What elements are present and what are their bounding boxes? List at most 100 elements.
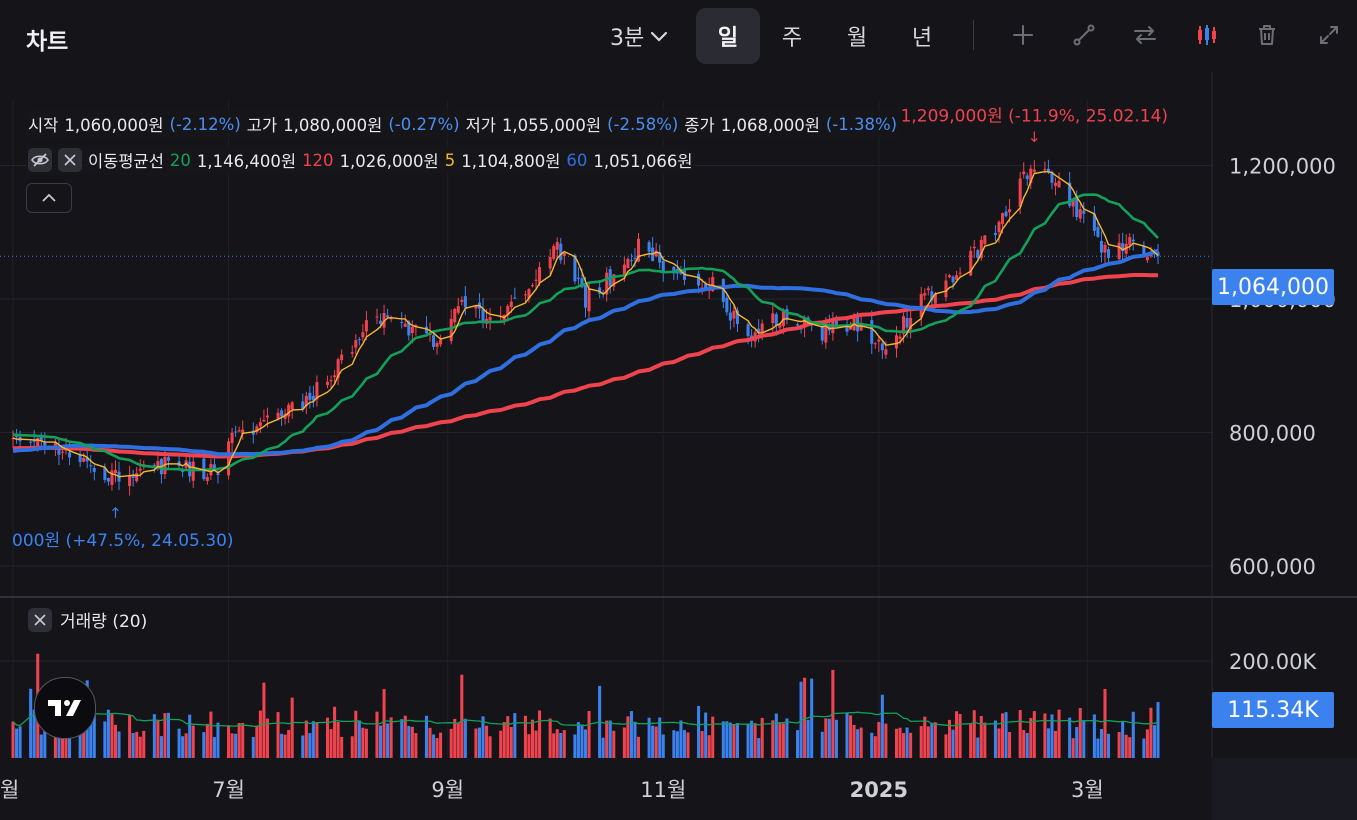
volume-bar <box>389 717 393 758</box>
volume-bar <box>820 731 824 758</box>
volume-bar <box>523 715 527 758</box>
interval-dropdown[interactable]: 3분 <box>610 20 670 52</box>
ma5-period: 5 <box>444 150 456 170</box>
volume-bar <box>1029 718 1033 758</box>
remove-indicator-button[interactable] <box>58 148 82 172</box>
candle-body <box>1008 209 1012 213</box>
volume-bar <box>382 689 386 758</box>
volume-bar <box>308 733 312 758</box>
volume-bar <box>534 730 538 758</box>
volume-bar <box>675 731 679 758</box>
candle-body <box>1145 257 1149 261</box>
volume-bar <box>933 722 937 758</box>
volume-bar <box>1046 728 1050 758</box>
candle-body <box>361 332 365 338</box>
candle-body <box>785 309 789 320</box>
volume-bar <box>781 723 785 758</box>
volume-bar <box>530 719 535 758</box>
delete-drawings-button[interactable] <box>1250 18 1284 52</box>
candle-body <box>1142 245 1146 257</box>
candle-body <box>1043 169 1047 171</box>
collapse-legend-button[interactable] <box>26 183 72 213</box>
candle-body <box>778 323 782 328</box>
candle-body <box>735 310 739 325</box>
volume-bar <box>538 710 542 758</box>
volume-bar <box>135 731 139 758</box>
candle-body <box>188 461 192 477</box>
period-tab-day[interactable]: 일 <box>696 8 760 64</box>
candle-body <box>135 473 139 482</box>
volume-bar <box>432 734 436 758</box>
candle-body <box>315 382 319 400</box>
candle-body <box>53 442 57 448</box>
candle-body <box>106 477 110 482</box>
volume-bar <box>191 725 195 758</box>
volume-bar <box>181 736 185 758</box>
compare-button[interactable] <box>1128 18 1162 52</box>
ma5-line <box>12 170 1159 478</box>
volume-bar <box>654 726 658 758</box>
volume-bar <box>1117 731 1121 758</box>
x-tick-label: 3월 <box>1071 778 1104 802</box>
volume-bar <box>227 725 231 758</box>
chart-style-button[interactable] <box>1190 18 1224 52</box>
candle-body <box>633 257 637 259</box>
candle-body <box>1092 213 1096 231</box>
tradingview-logo-icon <box>48 700 81 716</box>
volume-bar <box>241 722 245 758</box>
low-change: (-2.58%) <box>607 114 679 134</box>
candle-body <box>933 293 937 304</box>
volume-bar <box>184 733 188 758</box>
volume-bar <box>89 709 93 758</box>
toggle-visibility-button[interactable] <box>28 148 52 172</box>
ma120-value: 1,026,000원 <box>339 152 439 171</box>
candle-body <box>463 296 467 308</box>
candle-body <box>834 318 838 325</box>
volume-bar <box>138 736 142 758</box>
volume-bar <box>386 723 390 758</box>
candle-body <box>354 340 358 348</box>
candle-icon <box>1198 25 1216 45</box>
fullscreen-button[interactable] <box>1312 18 1346 52</box>
volume-bar <box>407 726 411 758</box>
period-tab-month[interactable]: 월 <box>846 26 868 51</box>
volume-bar <box>1075 727 1079 758</box>
volume-bar <box>622 727 626 758</box>
candle-body <box>601 292 605 294</box>
candle-body <box>82 458 86 462</box>
volume-bar <box>435 738 439 758</box>
volume-bar <box>894 728 899 758</box>
candle-body <box>509 301 513 307</box>
candle-body <box>944 280 948 298</box>
volume-bar <box>283 734 287 758</box>
volume-bar <box>845 712 849 758</box>
add-indicator-button[interactable] <box>1006 18 1040 52</box>
volume-bar <box>1000 713 1005 758</box>
draw-trendline-button[interactable] <box>1067 18 1101 52</box>
volume-bar <box>580 724 584 758</box>
candle-body <box>255 426 259 433</box>
volume-bar <box>583 729 588 758</box>
volume-bar <box>983 722 987 758</box>
volume-bar <box>216 722 220 758</box>
candle-body <box>894 335 899 349</box>
volume-bar <box>488 736 492 758</box>
volume-bar <box>499 730 503 758</box>
volume-bar <box>661 734 665 758</box>
volume-bar <box>265 718 269 758</box>
volume-bar <box>1099 729 1103 758</box>
volume-bar <box>315 722 319 758</box>
remove-volume-button[interactable] <box>28 607 52 632</box>
volume-bar <box>873 736 877 758</box>
candle-body <box>85 457 89 462</box>
candle-body <box>1018 178 1022 207</box>
candle-body <box>15 436 19 438</box>
volume-bar <box>82 711 86 758</box>
volume-bar <box>947 719 952 758</box>
volume-bar <box>1050 714 1054 758</box>
period-tab-week[interactable]: 주 <box>781 26 803 51</box>
candle-body <box>340 354 344 361</box>
volume-bar <box>548 718 552 758</box>
period-tab-year[interactable]: 년 <box>911 26 933 51</box>
